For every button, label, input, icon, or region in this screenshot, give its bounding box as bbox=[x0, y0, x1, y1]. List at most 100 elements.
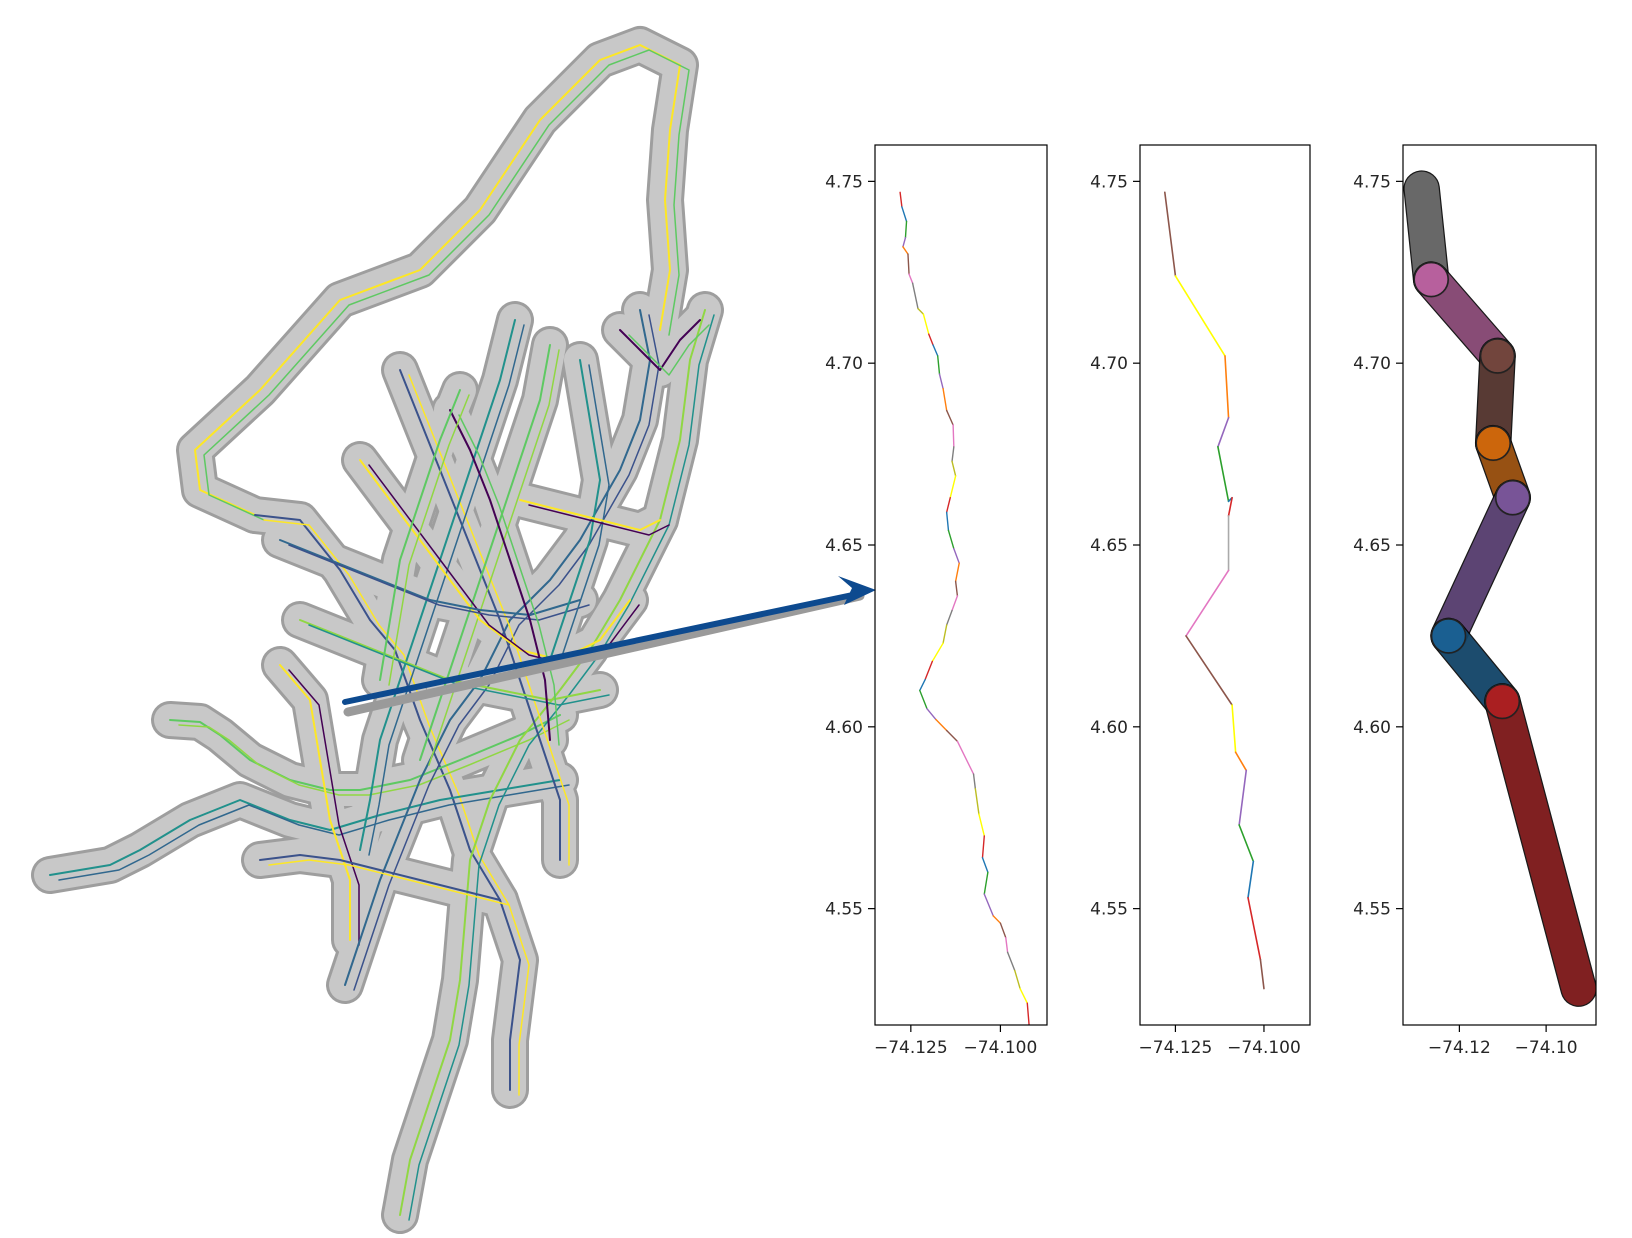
line-segment bbox=[1006, 951, 1016, 972]
network-route-line bbox=[519, 499, 661, 531]
line-segment bbox=[1014, 969, 1021, 990]
y-tick-label: 4.60 bbox=[1353, 718, 1391, 738]
y-tick-label: 4.70 bbox=[825, 354, 863, 374]
line-segment bbox=[1028, 1024, 1030, 1025]
line-segment bbox=[956, 740, 975, 775]
line-segment bbox=[901, 206, 908, 223]
network-route-line bbox=[368, 324, 525, 856]
line-segment bbox=[942, 387, 948, 412]
line-segment bbox=[907, 253, 910, 275]
network-route-line bbox=[288, 669, 360, 946]
line-segment bbox=[945, 409, 954, 426]
network-route-line bbox=[259, 854, 501, 901]
line-segment bbox=[945, 609, 953, 626]
x-tick-label: −74.10 bbox=[1515, 1038, 1578, 1058]
line-segment bbox=[951, 595, 959, 612]
y-tick-label: 4.55 bbox=[1353, 900, 1391, 920]
line-segment bbox=[949, 475, 957, 499]
network-route-lines bbox=[49, 44, 715, 1221]
axes-frame bbox=[1402, 144, 1597, 1026]
buffer-segment bbox=[1430, 479, 1531, 655]
y-tick-label: 4.70 bbox=[1090, 354, 1128, 374]
line-segment bbox=[938, 373, 944, 390]
y-tick-label: 4.75 bbox=[1090, 172, 1128, 192]
y-tick-label: 4.55 bbox=[1090, 900, 1128, 920]
line-segment bbox=[983, 871, 989, 895]
x-tick-label: −74.12 bbox=[1428, 1038, 1491, 1058]
line-segment bbox=[911, 282, 919, 310]
line-segment bbox=[931, 642, 944, 663]
line-segment bbox=[954, 580, 959, 597]
plot-area bbox=[1163, 191, 1265, 990]
line-segment bbox=[1234, 751, 1248, 772]
network-route-line bbox=[428, 349, 560, 766]
line-segment bbox=[928, 333, 934, 346]
axes-frame bbox=[1139, 144, 1311, 1026]
transit-network-map bbox=[31, 26, 724, 1234]
x-tick-label: −74.125 bbox=[874, 1038, 948, 1058]
network-route-line bbox=[619, 319, 701, 371]
line-segment bbox=[945, 497, 951, 513]
network-route-line bbox=[379, 389, 461, 681]
y-tick-label: 4.65 bbox=[825, 536, 863, 556]
plot-area bbox=[1403, 170, 1596, 1007]
buffer-joint bbox=[1484, 683, 1521, 720]
line-segment bbox=[981, 857, 989, 873]
chart-panel-3: 4.55 4.60 4.65 4.70 4.75 −74.12 −74.10 bbox=[1353, 144, 1597, 1058]
line-segment bbox=[945, 511, 950, 532]
network-route-line bbox=[49, 779, 561, 876]
line-segment bbox=[983, 893, 994, 917]
plot-area bbox=[899, 191, 1030, 1025]
buffer-joint bbox=[1413, 261, 1449, 298]
x-tick-label: −74.100 bbox=[964, 1038, 1038, 1058]
network-route-line bbox=[178, 719, 570, 796]
x-tick-label: −74.125 bbox=[1139, 1038, 1213, 1058]
network-route-line bbox=[353, 314, 660, 991]
arrow-shaft bbox=[342, 590, 865, 705]
line-segment bbox=[1247, 896, 1262, 961]
y-tick-label: 4.55 bbox=[825, 900, 863, 920]
line-segment bbox=[1185, 569, 1230, 637]
line-segment bbox=[917, 307, 925, 315]
network-route-line bbox=[194, 44, 681, 516]
line-segment bbox=[899, 191, 903, 208]
line-segment bbox=[974, 787, 980, 815]
network-route-line bbox=[279, 664, 351, 941]
line-segment bbox=[945, 729, 959, 743]
line-segment bbox=[1247, 860, 1255, 899]
line-segment bbox=[951, 446, 955, 463]
network-route-line bbox=[399, 369, 561, 861]
arrow-head bbox=[838, 576, 876, 605]
line-segment bbox=[1231, 704, 1237, 754]
line-segment bbox=[999, 922, 1007, 939]
line-segment bbox=[924, 660, 934, 681]
line-segment bbox=[908, 273, 914, 284]
line-segment bbox=[1259, 958, 1265, 990]
buffer-joint bbox=[1479, 338, 1516, 374]
buffer-segment bbox=[1484, 683, 1596, 1007]
network-route-line bbox=[58, 784, 570, 881]
line-segment bbox=[947, 529, 955, 550]
chart-panel-2: 4.55 4.60 4.65 4.70 4.75 −74.125 −74.100 bbox=[1090, 144, 1311, 1058]
network-route-line bbox=[268, 859, 510, 906]
network-route-line bbox=[628, 324, 710, 376]
line-segment bbox=[1224, 355, 1230, 419]
line-segment bbox=[954, 562, 960, 583]
line-segment bbox=[1217, 446, 1230, 503]
line-segment bbox=[922, 313, 930, 335]
line-segment bbox=[992, 915, 1002, 924]
line-segment bbox=[1005, 937, 1009, 953]
chart-panel-1: 4.55 4.60 4.65 4.70 4.75 −74.125 −74.100 bbox=[825, 144, 1048, 1058]
buffer-joint bbox=[1494, 479, 1531, 516]
x-tick-label: −74.100 bbox=[1227, 1038, 1301, 1058]
line-segment bbox=[1019, 987, 1028, 1004]
network-route-line bbox=[203, 49, 690, 521]
buffer-joint bbox=[1475, 425, 1512, 461]
y-tick-label: 4.65 bbox=[1353, 536, 1391, 556]
line-segment bbox=[1174, 275, 1226, 357]
line-segment bbox=[902, 246, 909, 255]
line-segment bbox=[942, 624, 948, 644]
arrow-shadow bbox=[343, 591, 865, 717]
line-segment bbox=[1026, 1002, 1030, 1025]
network-route-line bbox=[558, 364, 610, 666]
